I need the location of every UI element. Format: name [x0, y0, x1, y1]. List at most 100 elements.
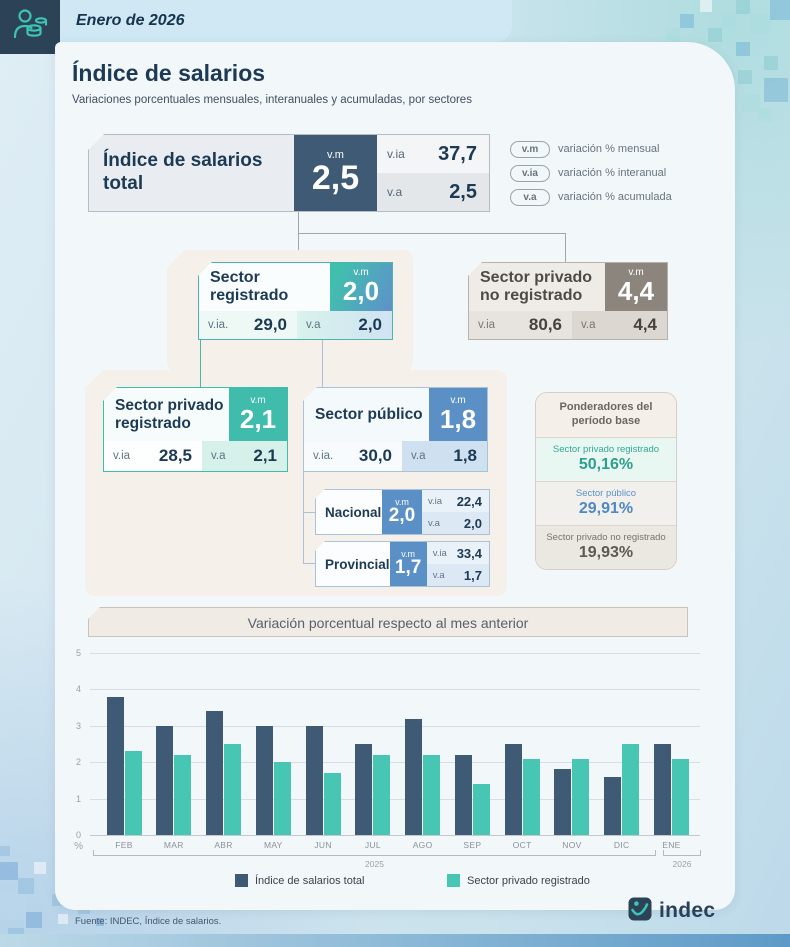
- bar-privado-oct: [522, 758, 540, 835]
- year-label-2025: 2025: [365, 859, 384, 869]
- bar-total-mar: [156, 725, 174, 835]
- provincial-va-value: 1,7: [463, 567, 482, 583]
- via-code: v.ia: [428, 495, 443, 507]
- mosaic-square: [666, 28, 680, 42]
- va-description: variación % acumulada: [558, 191, 672, 203]
- mosaic-square: [722, 14, 736, 28]
- indec-logo-icon: [628, 896, 653, 926]
- sector-registrado-vm-cell: v.m 2,0: [330, 263, 392, 311]
- va-code: v.a: [428, 517, 440, 529]
- bar-chart: 0 1 2 3 4 5 FEB MAR ABR MAY JUN JUL AGO SEP OCT NOV DIC E…: [55, 42, 735, 910]
- month-label: NOV: [562, 840, 582, 850]
- legend-row-vm: v.m variación % mensual: [510, 140, 672, 158]
- chart-legend-total-label: Índice de salarios total: [255, 874, 365, 887]
- sector-publico-va-value: 1,8: [453, 446, 477, 465]
- sector-privado-no-registrado-vm-cell: v.m 4,4: [605, 263, 667, 311]
- bar-total-ene: [653, 744, 671, 835]
- via-code: v.ia.: [208, 319, 229, 331]
- via-code: v.ia: [478, 319, 496, 331]
- vm-code: v.m: [401, 549, 416, 559]
- sector-privado-registrado-via-cell: v.ia 28,5: [104, 441, 202, 471]
- month-label: JUL: [364, 840, 381, 850]
- provincial-va-row: v.a 1,7: [426, 564, 489, 586]
- ponderador-label: Sector privado no registrado: [546, 531, 666, 543]
- header-bar: [0, 0, 512, 42]
- page-title: Índice de salarios: [72, 60, 266, 86]
- bar-privado-mar: [174, 754, 192, 835]
- sector-privado-no-registrado-via-cell: v.ia 80,6: [469, 311, 572, 339]
- mosaic-square: [96, 918, 104, 926]
- sector-registrado-va-cell: v.a 2,0: [297, 311, 392, 339]
- ponderador-label: Sector público: [575, 487, 637, 499]
- total-via-value: 37,7: [438, 142, 477, 165]
- nacional-via-row: v.ia 22,4: [422, 490, 489, 512]
- sector-publico-box: Sector público v.m 1,8 v.ia. 30,0 v.a 1,…: [303, 387, 488, 472]
- provincial-via-row: v.ia 33,4: [426, 542, 489, 564]
- ponderadores-box: Ponderadores del período base Sector pri…: [535, 392, 677, 570]
- legend-swatch-total: [235, 874, 248, 887]
- sector-privado-registrado-box: Sector privado registrado v.m 2,1 v.ia 2…: [103, 387, 288, 472]
- sector-registrado-via-cell: v.ia. 29,0: [199, 311, 297, 339]
- total-vm-value: 2,5: [311, 158, 360, 197]
- connector-line: [298, 233, 566, 234]
- indec-logo-text: indec: [659, 899, 716, 922]
- sector-publico-va-cell: v.a 1,8: [402, 441, 487, 471]
- vm-code: v.m: [250, 394, 266, 406]
- bar-privado-may: [273, 762, 291, 835]
- bar-total-sep: [454, 754, 472, 835]
- connector-line: [565, 233, 566, 263]
- provincial-via-value: 33,4: [456, 545, 482, 561]
- mosaic-square: [680, 14, 694, 28]
- provincial-label: Provincial: [316, 542, 390, 586]
- provincial-vm-value: 1,7: [394, 557, 422, 578]
- mosaic-square: [0, 846, 10, 856]
- va-code: v.a: [387, 185, 403, 199]
- total-va-row: v.a 2,5: [377, 173, 489, 211]
- month-label: FEB: [115, 840, 133, 850]
- people-coins-icon: [11, 7, 49, 48]
- legend-row-via: v.ia variación % interanual: [510, 164, 672, 182]
- sector-publico-vm-value: 1,8: [439, 403, 477, 434]
- mosaic-square: [0, 862, 18, 880]
- sector-publico-via-value: 30,0: [358, 446, 392, 465]
- bar-total-dic: [604, 776, 622, 835]
- via-code: v.ia: [387, 147, 405, 161]
- month-label: MAR: [163, 840, 184, 850]
- month-label: AGO: [412, 840, 433, 850]
- bar-total-ago: [405, 718, 423, 835]
- vm-code: v.m: [395, 497, 409, 507]
- gridline: [90, 653, 700, 654]
- bar-privado-sep: [472, 784, 490, 835]
- mosaic-square: [764, 56, 778, 70]
- nacional-box: Nacional v.m 2,0 v.ia 22,4 v.a 2,0: [315, 489, 490, 535]
- bar-privado-jun: [323, 773, 341, 835]
- bar-total-jul: [355, 744, 373, 835]
- gridline: [90, 689, 700, 691]
- sector-privado-no-registrado-box: Sector privado no registrado v.m 4,4 v.i…: [468, 262, 668, 340]
- mosaic-square: [736, 0, 750, 14]
- legend-row-va: v.a variación % acumulada: [510, 188, 672, 206]
- sector-privado-registrado-va-value: 2,1: [253, 446, 277, 465]
- mosaic-square: [26, 912, 42, 928]
- nacional-label: Nacional: [316, 490, 382, 534]
- y-axis-tick-label: 0: [75, 830, 81, 840]
- bar-total-nov: [554, 769, 572, 835]
- va-code: v.a: [211, 450, 226, 462]
- mosaic-square: [758, 108, 772, 122]
- sector-privado-registrado-via-value: 28,5: [158, 446, 192, 465]
- bar-privado-abr: [224, 744, 242, 835]
- connector-line: [303, 512, 317, 513]
- sector-privado-registrado-label: Sector privado registrado: [104, 388, 229, 441]
- va-pill: v.a: [510, 188, 550, 206]
- bar-total-abr: [206, 711, 224, 835]
- connector-line: [303, 563, 317, 564]
- chart-title: Variación porcentual respecto al mes ant…: [88, 607, 688, 637]
- va-code: v.a: [581, 319, 596, 331]
- va-code: v.a: [411, 450, 426, 462]
- via-pill: v.ia: [510, 164, 550, 182]
- total-index-box: Índice de salarios total v.m 2,5 v.ia 37…: [88, 134, 490, 212]
- bar-privado-nov: [572, 758, 590, 835]
- mosaic-square: [736, 42, 750, 56]
- y-axis-unit-label: %: [74, 841, 83, 852]
